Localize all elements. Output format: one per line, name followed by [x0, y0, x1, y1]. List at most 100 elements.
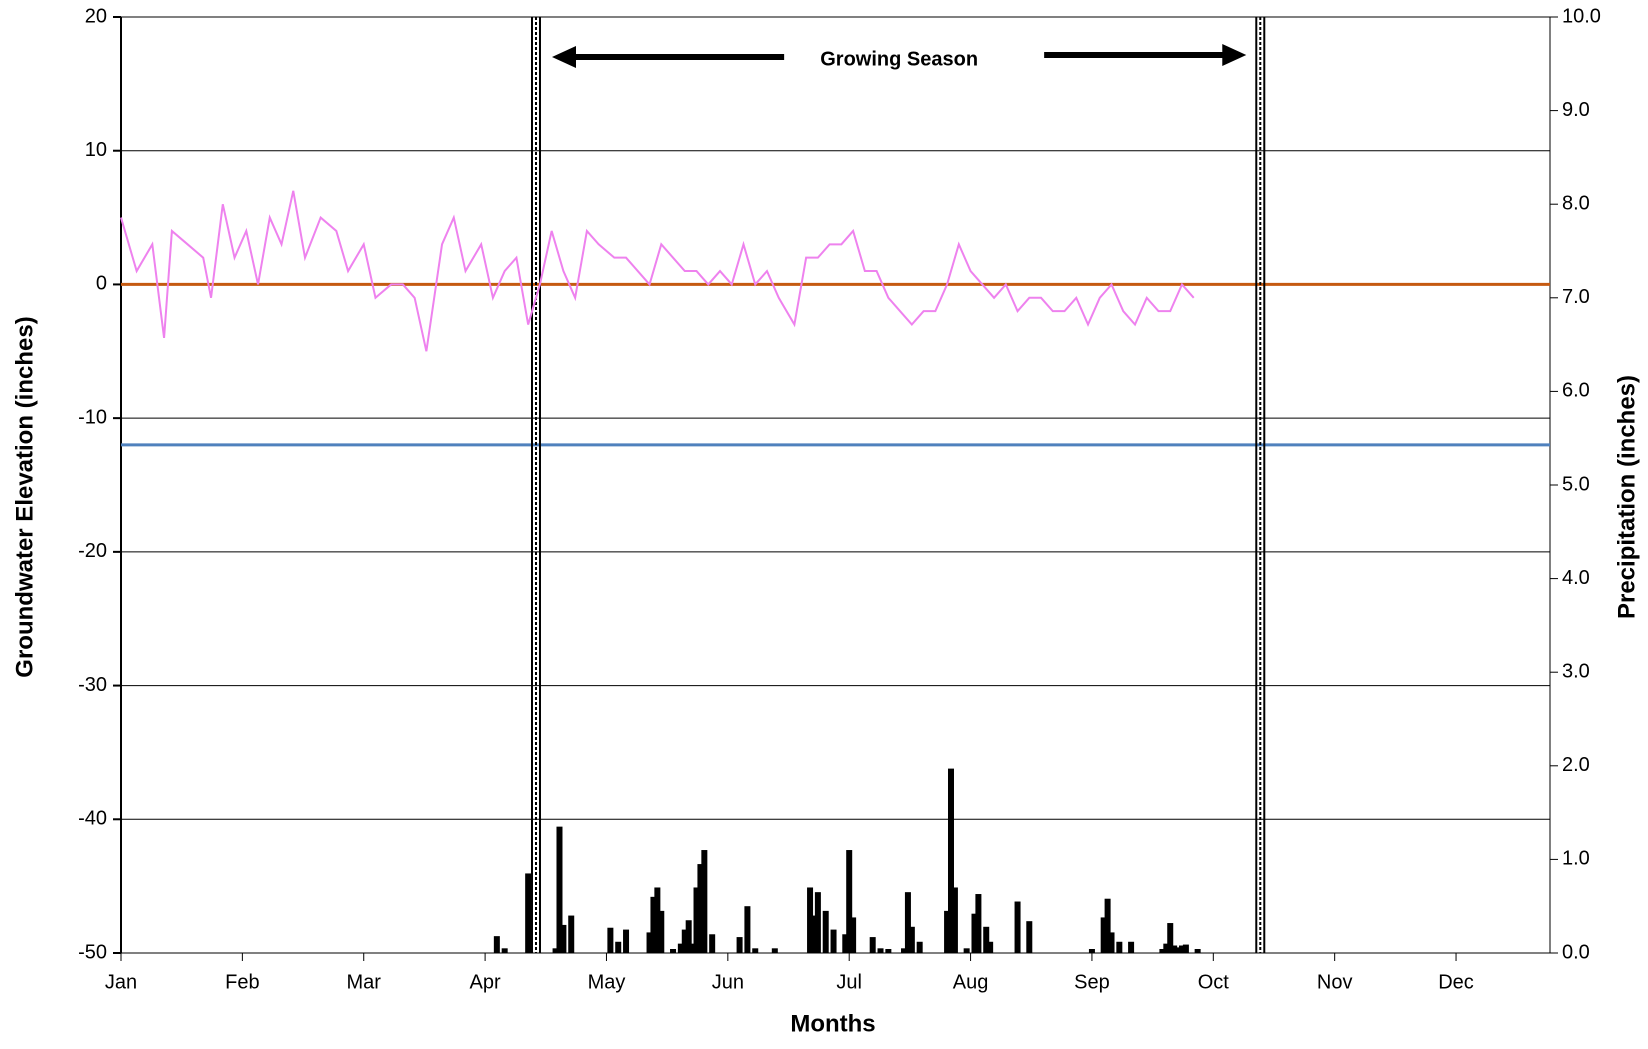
- y-tick-label: 0: [96, 273, 107, 295]
- precipitation-bar: [1128, 941, 1135, 953]
- precipitation-bar: [971, 913, 978, 953]
- precipitation-bar: [1159, 949, 1166, 953]
- precipitation-bar: [1108, 932, 1115, 953]
- x-tick-label: Oct: [1198, 971, 1230, 993]
- arrow-head: [551, 46, 576, 68]
- precipitation-bar: [975, 894, 982, 953]
- annotation: Growing Season: [820, 48, 978, 70]
- precipitation-bar: [1194, 949, 1201, 953]
- precipitation-bar: [877, 948, 884, 953]
- precipitation-bar: [552, 948, 559, 953]
- y2-tick-label: 4.0: [1562, 567, 1590, 589]
- precipitation-bar: [947, 768, 954, 953]
- y2-tick-label: 9.0: [1562, 99, 1590, 121]
- y2-tick-label: 5.0: [1562, 473, 1590, 495]
- precipitation-bar: [1088, 949, 1095, 953]
- y2-tick-label: 8.0: [1562, 192, 1590, 214]
- y2-tick-label: 3.0: [1562, 660, 1590, 682]
- precipitation-bar: [1163, 943, 1170, 953]
- precipitation-bar: [623, 929, 630, 953]
- y2-tick-label: 2.0: [1562, 754, 1590, 776]
- y-tick-label: -40: [78, 808, 107, 830]
- groundwater-line: [120, 190, 1195, 352]
- precipitation-bar: [693, 887, 700, 953]
- y-tick-label: -10: [78, 406, 107, 428]
- precipitation-bar: [885, 949, 892, 953]
- x-tick-label: Aug: [953, 971, 989, 993]
- precipitation-bar: [615, 941, 622, 953]
- y2-axis-title: Precipitation (inches): [1613, 375, 1640, 619]
- precipitation-bar: [810, 915, 817, 953]
- y-tick-label: 10: [85, 139, 107, 161]
- y-axis-title: Groundwater Elevation (inches): [11, 316, 38, 677]
- precipitation-bar: [1171, 945, 1178, 953]
- x-tick-label: May: [588, 971, 626, 993]
- y-tick-label: -50: [78, 941, 107, 963]
- y-tick-label: 20: [85, 5, 107, 27]
- precipitation-bar: [681, 929, 688, 953]
- y2-tick-label: 7.0: [1562, 286, 1590, 308]
- x-tick-label: Jul: [836, 971, 862, 993]
- precipitation-bar: [1104, 898, 1111, 953]
- precipitation-bar: [1014, 901, 1021, 953]
- precipitation-bar: [752, 948, 759, 953]
- precipitation-bar: [501, 948, 508, 953]
- precipitation-bar: [689, 943, 696, 953]
- precipitation-bar: [908, 926, 915, 953]
- x-tick-label: Nov: [1317, 971, 1353, 993]
- x-tick-label: Feb: [225, 971, 259, 993]
- precipitation-bar: [771, 948, 778, 953]
- precipitation-bar: [744, 906, 751, 953]
- precipitation-bar: [869, 937, 876, 953]
- x-tick-label: Mar: [347, 971, 382, 993]
- precipitation-bar: [807, 887, 814, 953]
- precipitation-bar: [493, 936, 500, 953]
- y-tick-label: -30: [78, 674, 107, 696]
- x-tick-label: Apr: [470, 971, 501, 993]
- precipitation-bar: [901, 948, 908, 953]
- precipitation-bar: [697, 864, 704, 953]
- precipitation-bar: [1100, 917, 1107, 953]
- precipitation-bar: [701, 850, 708, 953]
- precipitation-bar: [677, 943, 684, 953]
- precipitation-bar: [709, 934, 716, 953]
- precipitation-bar: [1182, 944, 1189, 953]
- y2-tick-label: 6.0: [1562, 380, 1590, 402]
- precipitation-bar: [556, 826, 563, 953]
- precipitation-bar: [607, 927, 614, 953]
- precipitation-bar: [951, 887, 958, 953]
- precipitation-bar: [850, 917, 857, 953]
- precipitation-bar: [944, 910, 951, 953]
- precipitation-bar: [560, 924, 567, 953]
- precipitation-bar: [654, 887, 661, 953]
- precipitation-bar: [1178, 945, 1185, 953]
- x-tick-label: Jun: [712, 971, 744, 993]
- y2-tick-label: 10.0: [1562, 5, 1601, 27]
- precipitation-bar: [646, 932, 653, 953]
- precipitation-bar: [842, 934, 849, 953]
- precipitation-bar: [685, 920, 692, 953]
- arrow-head: [1222, 44, 1247, 66]
- precipitation-bar: [987, 941, 994, 953]
- x-tick-label: Dec: [1438, 971, 1474, 993]
- y-tick-label: -20: [78, 540, 107, 562]
- precipitation-bar: [1026, 921, 1033, 953]
- precipitation-bar: [983, 926, 990, 953]
- precipitation-bar: [736, 937, 743, 953]
- precipitation-bar: [670, 949, 677, 953]
- precipitation-bar: [1167, 923, 1174, 953]
- precipitation-bar: [904, 892, 911, 953]
- x-axis-title: Months: [790, 1010, 875, 1037]
- x-tick-label: Jan: [105, 971, 137, 993]
- precipitation-bar: [525, 873, 532, 953]
- x-tick-label: Sep: [1074, 971, 1110, 993]
- precipitation-bar: [830, 929, 837, 953]
- precipitation-bar: [963, 948, 970, 953]
- precipitation-bar: [916, 941, 923, 953]
- precipitation-bar: [1116, 941, 1123, 953]
- y2-tick-label: 0.0: [1562, 941, 1590, 963]
- precipitation-bar: [658, 910, 665, 953]
- precipitation-bar: [846, 850, 853, 953]
- precipitation-bar: [650, 896, 657, 953]
